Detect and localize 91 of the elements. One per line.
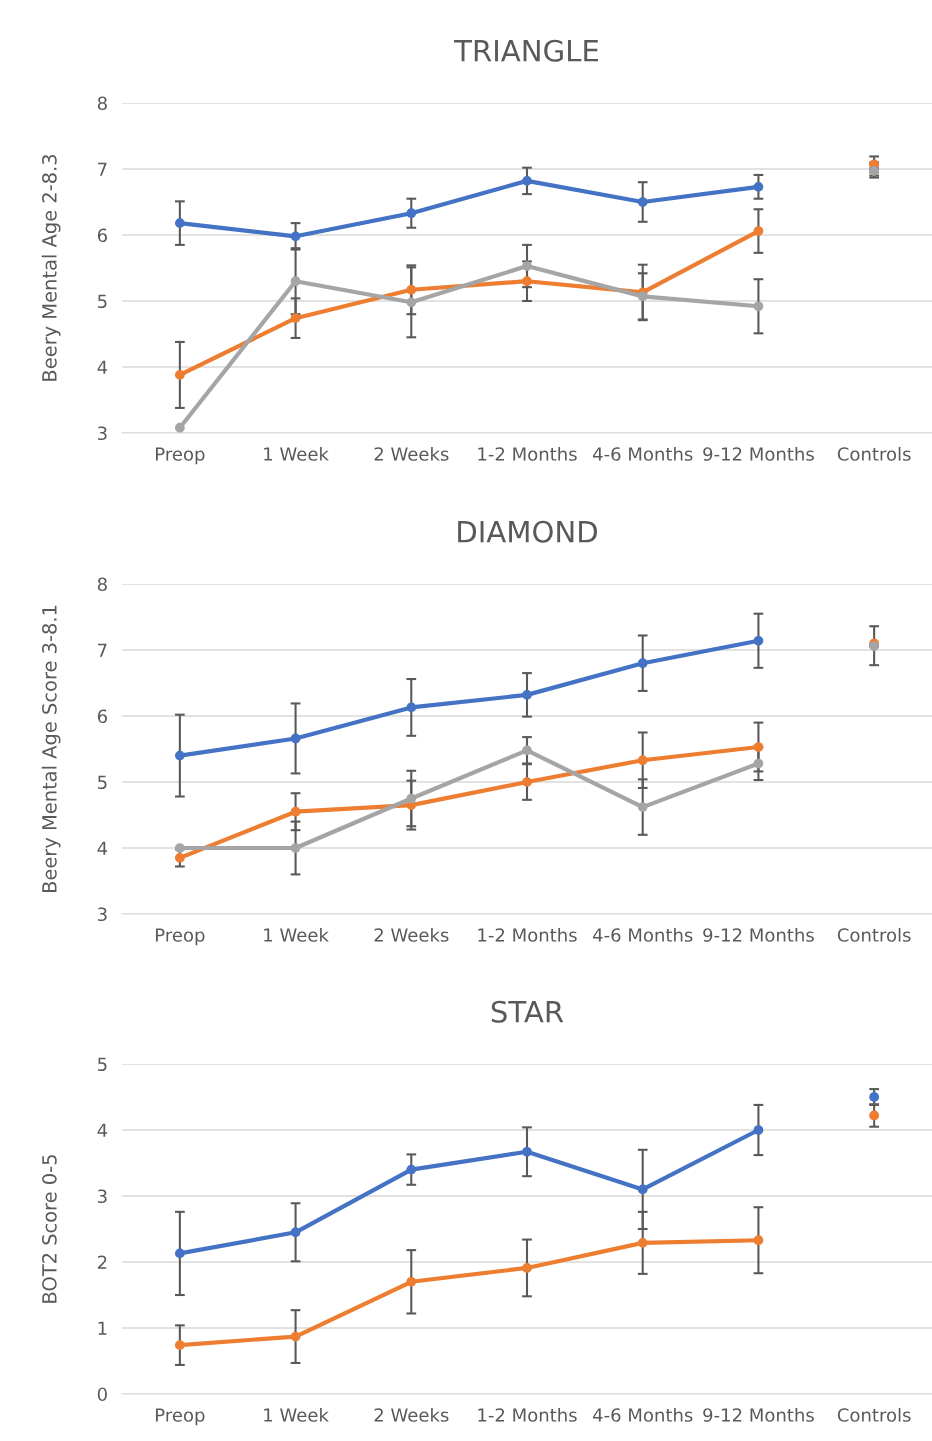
point: [637, 755, 648, 766]
y-tick-label: 5: [98, 294, 107, 309]
point: [753, 301, 764, 312]
point: [175, 1248, 185, 1259]
x-tick-label: 1 Week: [264, 446, 329, 461]
x-tick-label: 2 Weeks: [374, 446, 449, 461]
point: [522, 690, 532, 700]
x-tick-label: 4-6 Months: [592, 446, 693, 461]
y-axis-title: BOT2 Score 0-5: [42, 1155, 57, 1303]
point: [290, 733, 301, 744]
x-tick-label: 9-12 Months: [703, 927, 814, 942]
point: [406, 208, 417, 219]
point: [406, 793, 417, 804]
point: [753, 1125, 764, 1135]
point: [290, 276, 301, 287]
y-tick-label: 4: [97, 841, 108, 855]
point: [753, 181, 764, 192]
point: [175, 853, 185, 863]
x-tick-label: 4-6 Months: [592, 1407, 693, 1422]
x-tick-label: 1 Week: [264, 1407, 329, 1422]
point: [290, 1227, 301, 1238]
point: [175, 843, 185, 853]
y-tick-label: 1: [98, 1321, 107, 1335]
y-tick-label: 7: [98, 643, 107, 657]
point: [522, 777, 532, 787]
x-tick-label: Controls: [837, 927, 911, 942]
point: [522, 1146, 532, 1157]
x-tick-label: 9-12 Months: [703, 446, 814, 461]
x-tick-label: Preop: [156, 447, 205, 465]
x-tick-label: 1 Week: [264, 927, 329, 942]
y-tick-label: 2: [97, 1255, 107, 1269]
point: [637, 658, 648, 669]
point: [406, 297, 417, 308]
point: [175, 750, 185, 761]
chart-title: DIAMOND: [458, 520, 597, 543]
x-tick-label: 2 Weeks: [374, 927, 449, 942]
point: [522, 176, 532, 186]
point: [175, 370, 185, 380]
y-tick-label: 3: [98, 907, 107, 922]
x-tick-label: Controls: [837, 1407, 911, 1422]
point: [637, 197, 648, 207]
y-tick-label: 0: [97, 1387, 107, 1402]
x-tick-label: Controls: [837, 446, 911, 461]
chart-title: STAR: [491, 1000, 564, 1023]
point: [522, 1263, 532, 1273]
point: [406, 1164, 417, 1175]
point: [522, 261, 532, 271]
y-tick-label: 4: [97, 1123, 108, 1137]
y-tick-label: 3: [98, 426, 107, 441]
point: [406, 284, 417, 295]
point: [290, 1331, 301, 1342]
x-tick-label: Preop: [156, 928, 205, 946]
point: [637, 1238, 648, 1248]
x-tick-label: 4-6 Months: [592, 927, 693, 942]
point: [522, 276, 532, 287]
point: [175, 218, 185, 228]
point: [290, 806, 301, 817]
y-tick-label: 7: [98, 162, 107, 176]
point: [406, 1276, 417, 1287]
point: [753, 226, 764, 236]
point: [753, 1235, 764, 1246]
y-tick-label: 5: [98, 1057, 107, 1072]
x-tick-label: 2 Weeks: [374, 1407, 449, 1422]
y-tick-label: 4: [97, 360, 108, 374]
y-axis-title: Beery Mental Age Score 3-8.1: [41, 605, 61, 893]
chart-title: TRIANGLE: [454, 39, 598, 62]
x-tick-label: 1-2 Months: [478, 446, 577, 461]
x-tick-label: 9-12 Months: [703, 1407, 814, 1422]
point: [522, 745, 532, 756]
point: [175, 1340, 185, 1351]
y-tick-label: 6: [97, 709, 107, 724]
point: [637, 802, 648, 812]
x-tick-label: Preop: [156, 1408, 205, 1426]
point: [290, 313, 301, 324]
y-tick-label: 3: [98, 1189, 107, 1204]
point: [406, 702, 417, 713]
point: [637, 1184, 648, 1195]
point: [637, 291, 648, 302]
y-tick-label: 5: [98, 775, 107, 790]
x-tick-label: 1-2 Months: [478, 1407, 577, 1422]
point: [753, 742, 764, 752]
x-tick-label: 1-2 Months: [478, 927, 577, 942]
point: [753, 635, 764, 646]
point: [290, 231, 301, 242]
y-axis-title: Beery Mental Age 2-8.3: [41, 154, 61, 381]
point: [290, 843, 301, 853]
point: [753, 758, 764, 769]
y-tick-label: 8: [97, 96, 107, 111]
y-tick-label: 8: [97, 577, 107, 592]
y-tick-label: 6: [97, 228, 107, 243]
point: [175, 422, 185, 433]
